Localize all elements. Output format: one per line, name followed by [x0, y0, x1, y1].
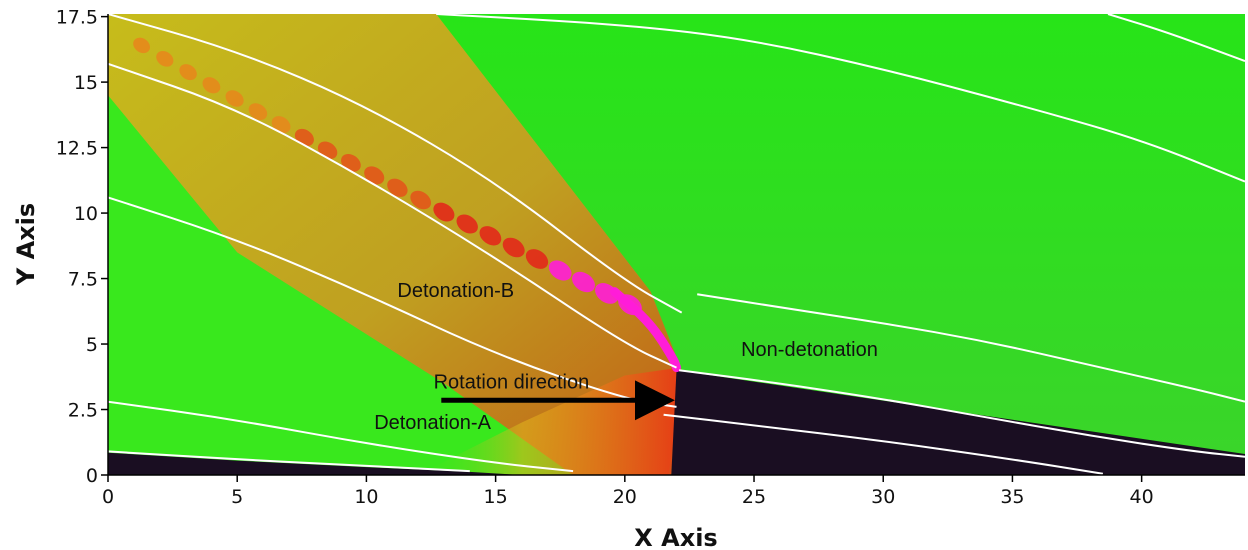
x-axis-ticks: 0 5 10 15 20 25 30 35 40 — [102, 475, 1154, 508]
y-tick-label: 17.5 — [56, 7, 98, 29]
vortex-mark — [525, 249, 549, 269]
y-tick-label: 15 — [74, 72, 98, 94]
x-tick-label: 10 — [354, 486, 378, 508]
streamline — [108, 196, 677, 408]
vortex-mark — [364, 166, 385, 185]
detonation-b-region — [108, 14, 682, 475]
vortex-mark — [179, 64, 197, 81]
streamline — [108, 14, 683, 314]
x-tick-label: 5 — [231, 486, 243, 508]
vortex-mark — [225, 90, 244, 107]
annotation-rotation-direction: Rotation direction — [434, 372, 590, 394]
x-tick-label: 15 — [484, 486, 508, 508]
y-tick-label: 0 — [86, 465, 98, 487]
streamline — [108, 400, 574, 473]
streamlines — [108, 14, 1245, 475]
x-tick-label: 40 — [1130, 486, 1154, 508]
vortex-mark — [456, 214, 478, 234]
annotation-non-detonation: Non-detonation — [741, 339, 878, 361]
vortex-mark — [271, 116, 291, 134]
x-tick-label: 25 — [742, 486, 766, 508]
x-axis-title: X Axis — [634, 524, 717, 550]
streamline — [663, 413, 1104, 475]
x-tick-label: 20 — [613, 486, 637, 508]
non-detonation-region — [436, 14, 1245, 454]
y-tick-label: 7.5 — [68, 269, 98, 291]
x-tick-label: 0 — [102, 486, 114, 508]
vortex-mark — [572, 271, 595, 293]
vortex-mark — [248, 103, 268, 121]
annotations: Detonation-B Non-detonation Rotation dir… — [374, 280, 878, 434]
y-tick-label: 5 — [86, 334, 98, 356]
vortex-mark — [202, 77, 221, 94]
plot-area — [108, 14, 1245, 475]
vortex-mark — [479, 226, 502, 246]
annotation-detonation-a: Detonation-A — [374, 412, 491, 434]
vortex-mark — [433, 202, 455, 222]
vortex-mark — [595, 283, 619, 304]
detonation-front-peak — [610, 287, 681, 373]
vortex-mark — [410, 190, 432, 210]
streamline — [678, 369, 1245, 458]
y-axis-ticks: 0 2.5 5 7.5 10 12.5 15 17.5 — [56, 7, 108, 487]
vortex-mark — [548, 260, 572, 281]
streamline — [1107, 14, 1245, 63]
vortex-mark — [156, 50, 174, 67]
vortex-mark — [133, 37, 150, 54]
vortex-mark — [618, 294, 642, 316]
annotation-detonation-b: Detonation-B — [397, 280, 514, 302]
unburned-region — [671, 370, 1245, 475]
unburned-left-region — [108, 452, 522, 475]
vortex-mark — [502, 237, 525, 258]
x-tick-label: 30 — [871, 486, 895, 508]
streamline — [436, 14, 1245, 183]
streamline — [108, 62, 677, 369]
x-tick-label: 35 — [1000, 486, 1024, 508]
y-tick-label: 10 — [74, 203, 98, 225]
vortex-mark — [387, 178, 408, 197]
axes: 0 5 10 15 20 25 30 35 40 0 2.5 5 7.5 10 12.5 15 17.5 — [56, 7, 1245, 508]
streamline — [108, 450, 470, 473]
streamline — [697, 293, 1245, 403]
y-tick-label: 2.5 — [68, 400, 98, 422]
vortex-train — [133, 37, 642, 316]
y-tick-label: 12.5 — [56, 138, 98, 160]
y-axis-title: Y Axis — [12, 203, 40, 286]
